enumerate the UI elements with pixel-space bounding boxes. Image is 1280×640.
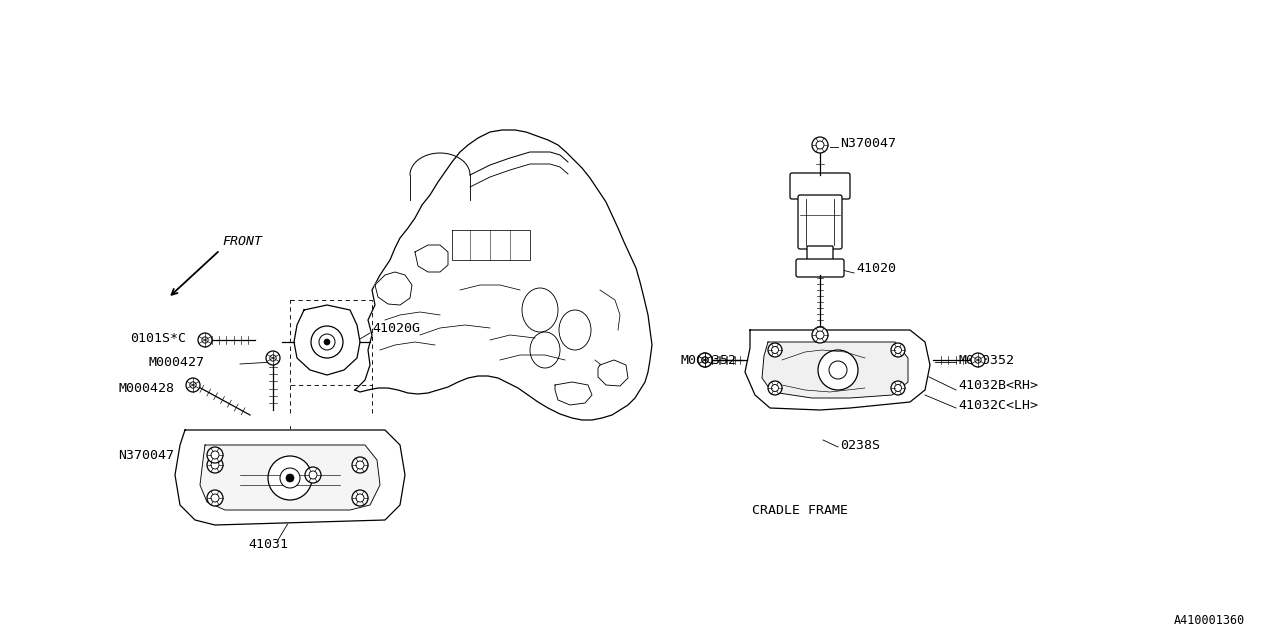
- Text: 41032C<LH>: 41032C<LH>: [957, 399, 1038, 412]
- Text: M000428: M000428: [118, 381, 174, 394]
- Circle shape: [891, 343, 905, 357]
- Circle shape: [266, 351, 280, 365]
- Text: 41020: 41020: [856, 262, 896, 275]
- Polygon shape: [175, 430, 404, 525]
- Circle shape: [207, 447, 223, 463]
- Text: 41032B<RH>: 41032B<RH>: [957, 378, 1038, 392]
- Circle shape: [207, 490, 223, 506]
- Circle shape: [198, 333, 212, 347]
- Circle shape: [829, 361, 847, 379]
- Polygon shape: [200, 445, 380, 510]
- Polygon shape: [762, 342, 908, 398]
- Text: A410001360: A410001360: [1174, 614, 1245, 627]
- Polygon shape: [598, 360, 628, 386]
- Text: N370047: N370047: [840, 136, 896, 150]
- Circle shape: [207, 457, 223, 473]
- FancyBboxPatch shape: [790, 173, 850, 199]
- Circle shape: [698, 353, 712, 367]
- Circle shape: [812, 327, 828, 343]
- Circle shape: [352, 490, 369, 506]
- Circle shape: [352, 457, 369, 473]
- Text: FRONT: FRONT: [221, 235, 262, 248]
- Text: N370047: N370047: [315, 468, 371, 481]
- Circle shape: [280, 468, 300, 488]
- FancyBboxPatch shape: [797, 195, 842, 249]
- Circle shape: [285, 474, 294, 482]
- Polygon shape: [375, 272, 412, 305]
- Text: M000352: M000352: [680, 353, 736, 367]
- Text: CRADLE FRAME: CRADLE FRAME: [753, 504, 849, 516]
- Text: 0101S*C: 0101S*C: [131, 332, 186, 344]
- Circle shape: [186, 378, 200, 392]
- Circle shape: [268, 456, 312, 500]
- Circle shape: [768, 343, 782, 357]
- Circle shape: [324, 339, 330, 345]
- FancyBboxPatch shape: [806, 246, 833, 262]
- Text: M000352: M000352: [957, 353, 1014, 367]
- Text: M000427: M000427: [148, 355, 204, 369]
- Text: 41020G: 41020G: [372, 321, 420, 335]
- FancyBboxPatch shape: [796, 259, 844, 277]
- Text: N370047: N370047: [118, 449, 174, 461]
- Circle shape: [891, 381, 905, 395]
- Text: 41031: 41031: [248, 538, 288, 552]
- Circle shape: [812, 137, 828, 153]
- Circle shape: [768, 381, 782, 395]
- Polygon shape: [556, 382, 593, 405]
- Circle shape: [818, 350, 858, 390]
- Circle shape: [311, 326, 343, 358]
- Circle shape: [972, 353, 986, 367]
- Polygon shape: [294, 305, 360, 375]
- Circle shape: [305, 467, 321, 483]
- Polygon shape: [745, 330, 931, 410]
- Text: 0238S: 0238S: [840, 438, 881, 451]
- Polygon shape: [355, 130, 652, 420]
- Circle shape: [319, 334, 335, 350]
- Circle shape: [698, 353, 712, 367]
